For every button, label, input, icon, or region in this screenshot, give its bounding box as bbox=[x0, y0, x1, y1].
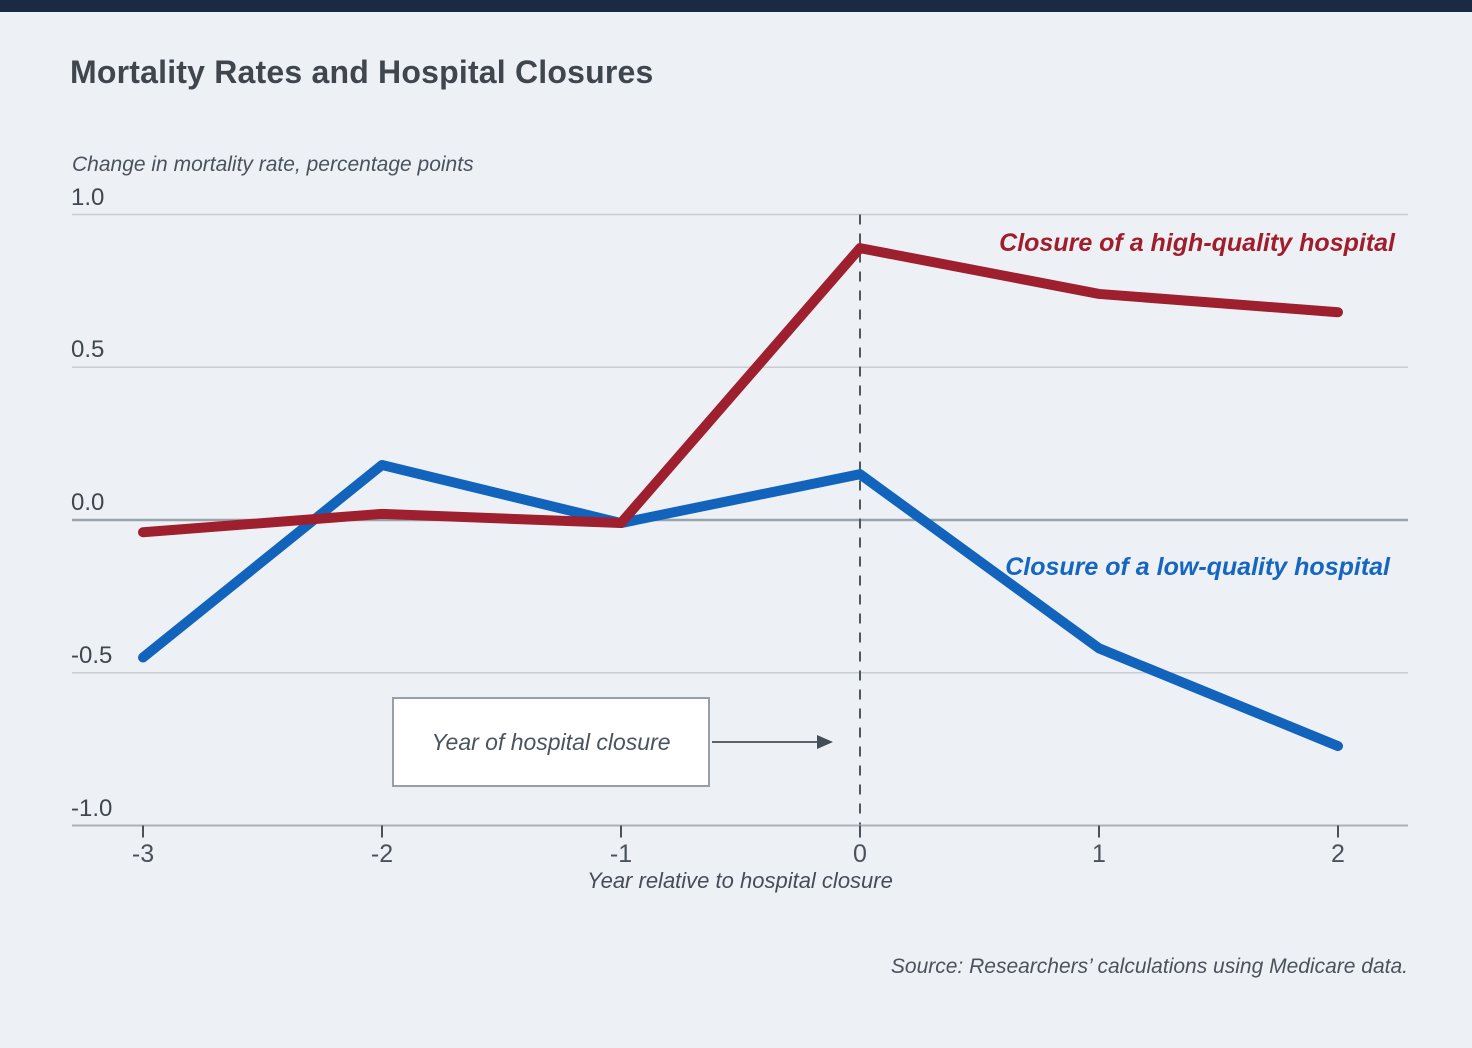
x-tick-label: 0 bbox=[853, 840, 867, 868]
annotation-box: Year of hospital closure bbox=[392, 697, 710, 787]
x-axis-title: Year relative to hospital closure bbox=[587, 868, 893, 893]
y-tick-label: -1.0 bbox=[71, 794, 113, 822]
x-tick-label: -1 bbox=[609, 840, 633, 868]
top-accent-bar bbox=[0, 0, 1472, 12]
chart-title: Mortality Rates and Hospital Closures bbox=[70, 54, 654, 90]
annotation-text: Year of hospital closure bbox=[431, 728, 671, 755]
series-label-high-quality: Closure of a high-quality hospital bbox=[999, 229, 1395, 257]
x-tick-label: 2 bbox=[1331, 840, 1345, 868]
x-tick-label: 1 bbox=[1092, 840, 1106, 868]
source-note: Source: Researchers’ calculations using … bbox=[890, 955, 1408, 978]
x-tick-label: -3 bbox=[131, 840, 155, 868]
y-tick-label: 0.5 bbox=[71, 336, 105, 364]
x-tick-label: -2 bbox=[370, 840, 394, 868]
annotation-arrow-head bbox=[817, 735, 833, 749]
y-axis-title: Change in mortality rate, percentage poi… bbox=[72, 153, 474, 176]
y-tick-label: -0.5 bbox=[71, 641, 113, 669]
y-tick-label: 0.0 bbox=[71, 489, 105, 516]
y-tick-label: 1.0 bbox=[71, 183, 105, 211]
series-line-high-quality bbox=[138, 243, 1343, 538]
series-label-low-quality: Closure of a low-quality hospital bbox=[1005, 553, 1390, 581]
series-line-low-quality bbox=[138, 460, 1343, 752]
